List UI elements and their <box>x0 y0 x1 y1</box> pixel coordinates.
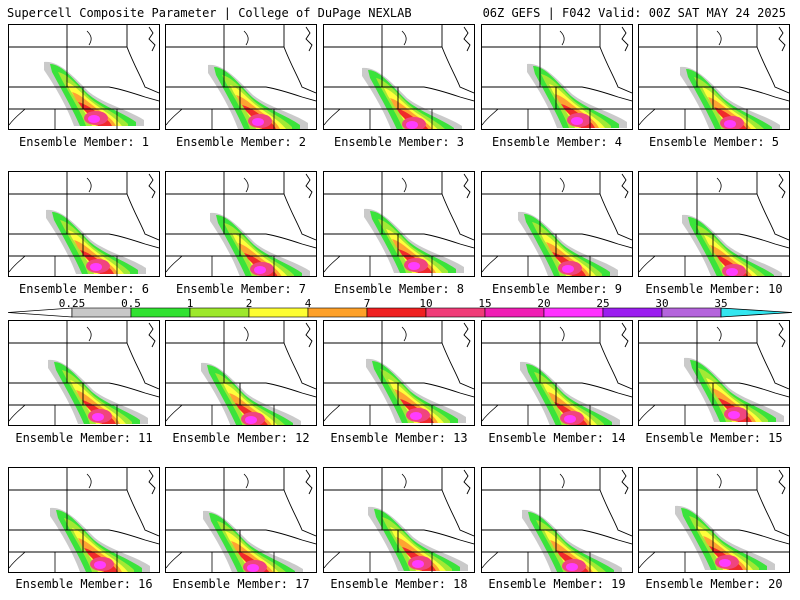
page-title: Supercell Composite Parameter | College … <box>7 6 412 20</box>
scp-shaded-map <box>9 321 159 425</box>
model-run-info: 06Z GEFS | F042 Valid: 00Z SAT MAY 24 20… <box>482 6 786 20</box>
ensemble-member-map <box>323 467 475 573</box>
colorbar-right-arrow <box>720 307 792 318</box>
ensemble-member-label: Ensemble Member: 2 <box>175 135 307 149</box>
scp-shaded-map <box>9 172 159 276</box>
ensemble-member-map <box>165 467 317 573</box>
colorbar-segment <box>602 307 663 318</box>
ensemble-member-label: Ensemble Member: 4 <box>491 135 623 149</box>
scp-shaded-map <box>639 172 789 276</box>
ensemble-member-map <box>165 24 317 130</box>
colorbar-tick-label: 20 <box>537 297 551 310</box>
ensemble-member-label: Ensemble Member: 7 <box>175 282 307 296</box>
ensemble-member-label: Ensemble Member: 19 <box>488 577 626 591</box>
colorbar-tick-label: 30 <box>655 297 669 310</box>
colorbar-segment <box>425 307 486 318</box>
ensemble-member-map <box>8 320 160 426</box>
colorbar-tick-label: 25 <box>596 297 610 310</box>
colorbar-segment <box>189 307 250 318</box>
colorbar-tick-label: 4 <box>304 297 312 310</box>
ensemble-member-label: Ensemble Member: 10 <box>645 282 783 296</box>
ensemble-member-map <box>481 467 633 573</box>
ensemble-member-map <box>638 171 790 277</box>
ensemble-member-map <box>481 24 633 130</box>
ensemble-member-label: Ensemble Member: 6 <box>18 282 150 296</box>
colorbar-segment <box>366 307 427 318</box>
colorbar-tick-label: 0.25 <box>58 297 86 310</box>
ensemble-member-map <box>8 467 160 573</box>
ensemble-member-label: Ensemble Member: 14 <box>488 431 626 445</box>
ensemble-member-map <box>165 320 317 426</box>
ensemble-member-map <box>323 171 475 277</box>
scp-shaded-map <box>639 25 789 129</box>
colorbar-tick-label: 2 <box>245 297 253 310</box>
ensemble-member-label: Ensemble Member: 1 <box>18 135 150 149</box>
scp-shaded-map <box>324 468 474 572</box>
scp-shaded-map <box>166 172 316 276</box>
ensemble-member-label: Ensemble Member: 11 <box>15 431 153 445</box>
ensemble-member-label: Ensemble Member: 9 <box>491 282 623 296</box>
scp-shaded-map <box>9 25 159 129</box>
colorbar-segment <box>307 307 368 318</box>
ensemble-member-label: Ensemble Member: 13 <box>330 431 468 445</box>
scp-shaded-map <box>166 468 316 572</box>
ensemble-member-map <box>8 171 160 277</box>
colorbar-tick-label: 7 <box>363 297 371 310</box>
colorbar-tick-label: 0.5 <box>121 297 141 310</box>
scp-shaded-map <box>482 172 632 276</box>
ensemble-member-label: Ensemble Member: 5 <box>648 135 780 149</box>
ensemble-member-map <box>638 467 790 573</box>
scp-shaded-map <box>166 321 316 425</box>
colorbar-tick-label: 15 <box>478 297 492 310</box>
ensemble-member-map <box>481 320 633 426</box>
color-scale-bar <box>8 307 792 318</box>
scp-shaded-map <box>166 25 316 129</box>
colorbar-tick-label: 1 <box>186 297 194 310</box>
ensemble-member-map <box>165 171 317 277</box>
scp-shaded-map <box>482 468 632 572</box>
scp-shaded-map <box>9 468 159 572</box>
ensemble-member-label: Ensemble Member: 15 <box>645 431 783 445</box>
ensemble-member-map <box>481 171 633 277</box>
ensemble-member-map <box>323 24 475 130</box>
colorbar-tick-label: 10 <box>419 297 433 310</box>
ensemble-member-map <box>638 24 790 130</box>
colorbar-segment <box>484 307 545 318</box>
colorbar-segment <box>543 307 604 318</box>
ensemble-member-label: Ensemble Member: 20 <box>645 577 783 591</box>
scp-shaded-map <box>639 321 789 425</box>
scp-shaded-map <box>482 25 632 129</box>
scp-shaded-map <box>324 321 474 425</box>
scp-shaded-map <box>639 468 789 572</box>
ensemble-member-label: Ensemble Member: 8 <box>333 282 465 296</box>
ensemble-member-label: Ensemble Member: 12 <box>172 431 310 445</box>
ensemble-member-map <box>8 24 160 130</box>
colorbar-tick-label: 35 <box>714 297 728 310</box>
scp-shaded-map <box>324 172 474 276</box>
ensemble-member-label: Ensemble Member: 18 <box>330 577 468 591</box>
colorbar-segment <box>248 307 309 318</box>
ensemble-member-label: Ensemble Member: 3 <box>333 135 465 149</box>
ensemble-member-map <box>638 320 790 426</box>
ensemble-member-label: Ensemble Member: 17 <box>172 577 310 591</box>
scp-shaded-map <box>482 321 632 425</box>
colorbar-segment <box>661 307 722 318</box>
scp-shaded-map <box>324 25 474 129</box>
ensemble-member-label: Ensemble Member: 16 <box>15 577 153 591</box>
ensemble-member-map <box>323 320 475 426</box>
